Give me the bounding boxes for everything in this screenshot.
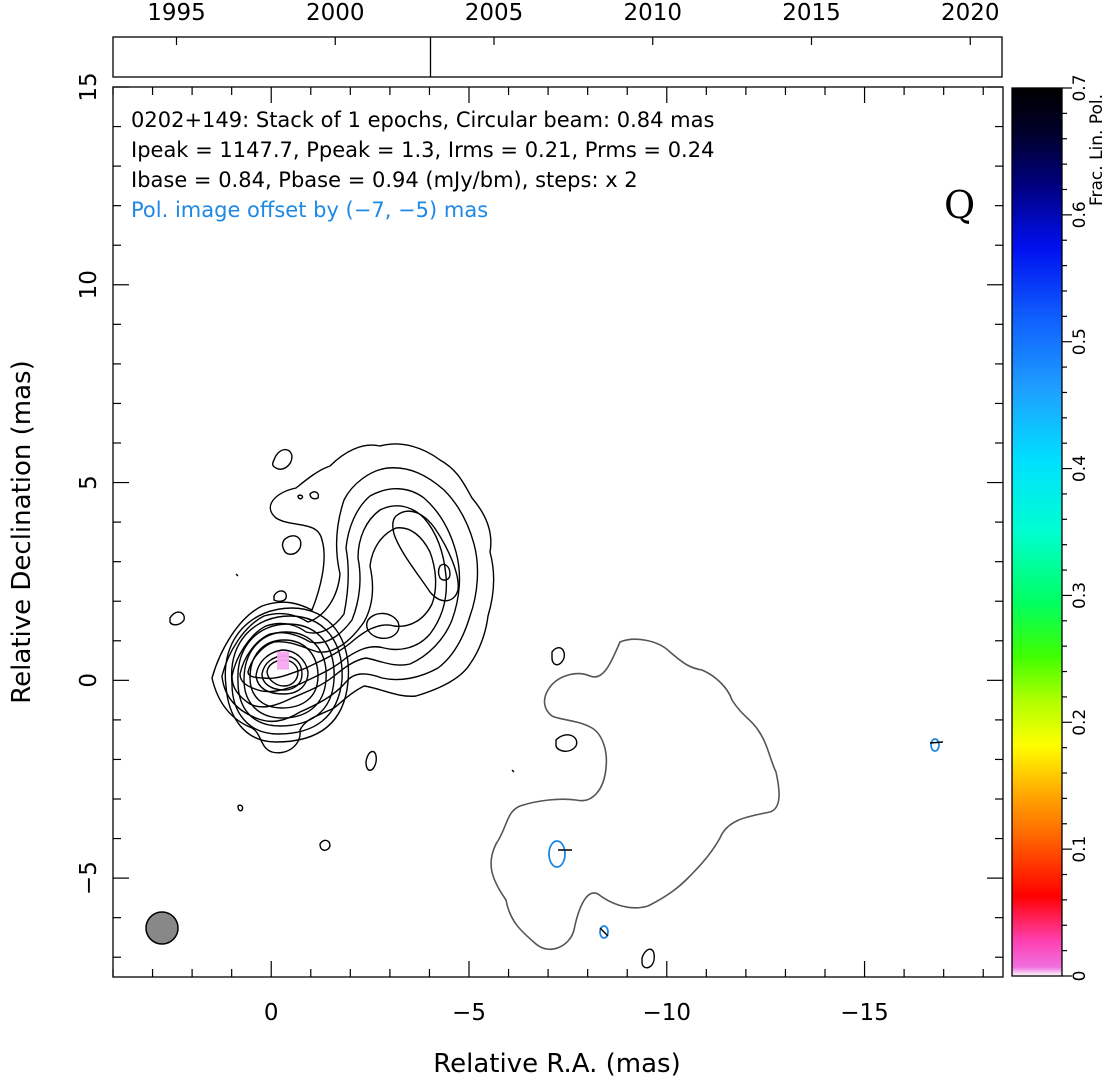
pol-outline-contour	[490, 638, 780, 950]
x-tick-label: −5	[452, 1000, 486, 1026]
y-tick-label: 0	[76, 673, 102, 688]
y-tick-label: −5	[76, 861, 102, 895]
y-axis-label: Relative Declination (mas)	[7, 360, 37, 703]
plot-frame	[112, 86, 1004, 978]
y-tick-label: 10	[76, 270, 102, 299]
x-tick-label: −10	[643, 1000, 692, 1026]
stokes-i-contours	[169, 443, 655, 969]
annotation-line-3: Ibase = 0.84, Pbase = 0.94 (mJy/bm), ste…	[131, 168, 638, 192]
annotation-line-2: Ipeak = 1147.7, Ppeak = 1.3, Irms = 0.21…	[131, 138, 714, 162]
timeline: 1995 2000 2005 2010 2015 2020	[112, 0, 1003, 78]
evpa-ticks	[558, 741, 944, 937]
timeline-frame	[112, 36, 1003, 78]
beam-ellipse	[145, 911, 179, 945]
colorbar-tick-label: 0.4	[1070, 455, 1090, 482]
timeline-tick-label: 2005	[465, 0, 524, 26]
colorbar-tick-label: 0	[1070, 971, 1090, 982]
timeline-tick-label: 2000	[306, 0, 365, 26]
x-axis-label: Relative R.A. (mas)	[433, 1049, 680, 1079]
colorbar-tick-label: 0.5	[1070, 328, 1090, 355]
band-label: Q	[944, 183, 975, 227]
y-tick-label: 5	[76, 475, 102, 490]
timeline-tick-label: 2010	[623, 0, 682, 26]
colorbar-ticks: 0 0.1 0.2 0.3 0.4 0.5 0.6 0.7	[1062, 74, 1090, 981]
colorbar-tick-label: 0.2	[1070, 709, 1090, 736]
pol-contours	[548, 738, 940, 939]
x-tick-label: −15	[840, 1000, 889, 1026]
timeline-tick-label: 1995	[147, 0, 206, 26]
colorbar-tick-label: 0.6	[1070, 201, 1090, 228]
colorbar-frame	[1011, 87, 1063, 977]
pol-offset-note: Pol. image offset by (−7, −5) mas	[131, 198, 488, 222]
colorbar-label: Frac. Lin. Pol.	[1087, 94, 1107, 206]
colorbar-tick-label: 0.1	[1070, 836, 1090, 863]
x-tick-label: 0	[264, 1000, 279, 1026]
x-axis-ticks: 0 −5 −10 −15	[112, 87, 984, 1026]
timeline-ticks: 1995 2000 2005 2010 2015 2020	[147, 0, 1000, 45]
colorbar-tick-label: 0.7	[1070, 74, 1090, 101]
colorbar-gradient	[1012, 88, 1062, 976]
plot-area: 0 −5 −10 −15 −5 0 5 10 15	[7, 72, 1004, 1079]
contour-map	[145, 443, 944, 969]
colorbar: 0 0.1 0.2 0.3 0.4 0.5 0.6 0.7 Frac. Lin. Pol.	[1011, 74, 1107, 981]
annotation-line-1: 0202+149: Stack of 1 epochs, Circular be…	[131, 108, 714, 132]
y-tick-label: 15	[76, 72, 102, 101]
timeline-tick-label: 2015	[782, 0, 841, 26]
core-pol-patch	[277, 651, 290, 670]
y-axis-ticks: −5 0 5 10 15	[76, 72, 1003, 958]
colorbar-tick-label: 0.3	[1070, 582, 1090, 609]
timeline-tick-label: 2020	[941, 0, 1000, 26]
